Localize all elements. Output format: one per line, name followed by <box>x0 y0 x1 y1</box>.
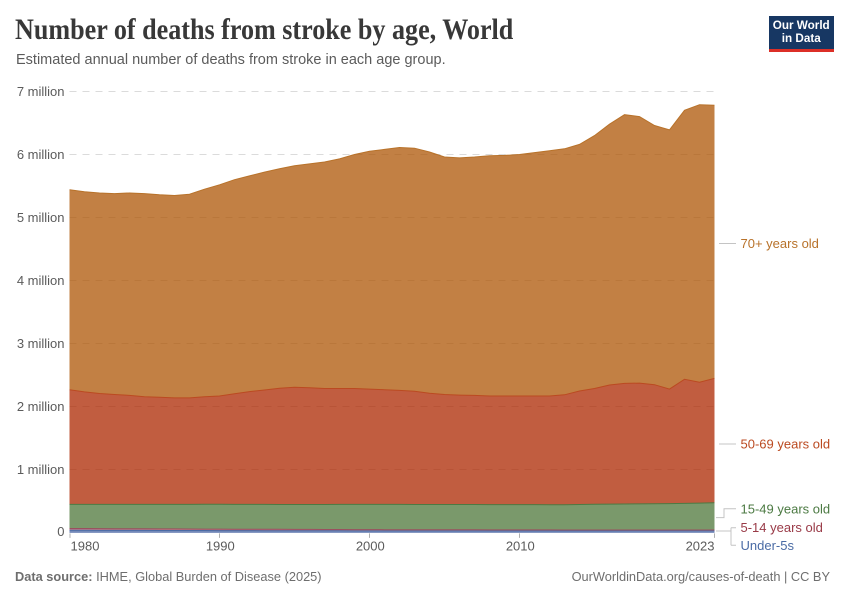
svg-text:70+ years old: 70+ years old <box>741 236 819 251</box>
svg-text:2000: 2000 <box>356 539 385 554</box>
svg-text:6 million: 6 million <box>17 147 65 162</box>
svg-text:0: 0 <box>57 524 64 539</box>
svg-text:2010: 2010 <box>506 539 535 554</box>
svg-text:5-14 years old: 5-14 years old <box>741 520 823 535</box>
svg-text:50-69 years old: 50-69 years old <box>741 437 831 452</box>
svg-text:2 million: 2 million <box>17 399 65 414</box>
svg-text:15-49 years old: 15-49 years old <box>741 501 831 516</box>
svg-text:1 million: 1 million <box>17 462 65 477</box>
svg-text:7 million: 7 million <box>17 84 65 99</box>
svg-text:1990: 1990 <box>206 539 235 554</box>
svg-text:1980: 1980 <box>71 539 100 554</box>
svg-text:5 million: 5 million <box>17 210 65 225</box>
svg-text:Under-5s: Under-5s <box>741 538 795 553</box>
svg-text:3 million: 3 million <box>17 336 65 351</box>
svg-text:4 million: 4 million <box>17 273 65 288</box>
svg-text:2023: 2023 <box>686 539 715 554</box>
